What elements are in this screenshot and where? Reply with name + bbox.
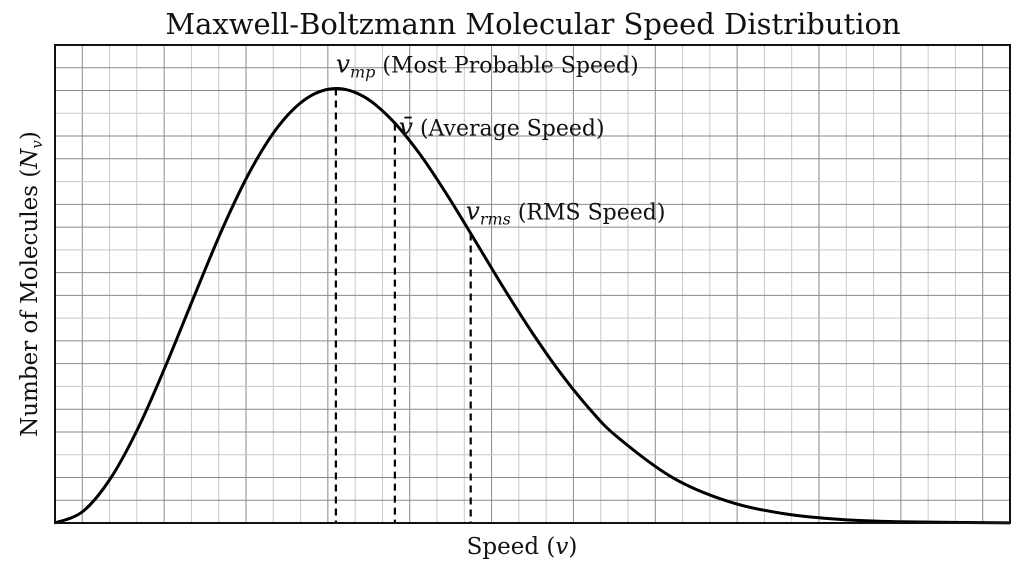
marker-label-rms: vrms (RMS Speed) — [466, 197, 666, 229]
grid — [55, 45, 1010, 523]
chart-title: Maxwell-Boltzmann Molecular Speed Distri… — [165, 7, 900, 41]
marker-symbol: v — [466, 197, 480, 226]
x-axis-label-close: ) — [568, 534, 577, 560]
marker-subscript: rms — [480, 210, 511, 229]
y-axis-label: Number of Molecules (Nv) — [17, 131, 46, 437]
speed-markers: vmp (Most Probable Speed)v̄ (Average Spe… — [334, 49, 666, 523]
y-axis-label-sub: v — [28, 140, 46, 149]
marker-text: (Average Speed) — [413, 117, 605, 142]
marker-text: (RMS Speed) — [511, 201, 666, 226]
y-axis-label-text: Number of Molecules ( — [17, 169, 43, 437]
y-axis-label-close: ) — [17, 131, 43, 140]
marker-subscript: mp — [350, 62, 375, 81]
marker-symbol: v — [336, 49, 350, 78]
marker-label-avg: v̄ (Average Speed) — [399, 113, 605, 142]
distribution-curve — [54, 86, 1011, 525]
x-axis-label-text: Speed ( — [467, 534, 556, 560]
marker-label-mp: vmp (Most Probable Speed) — [336, 49, 639, 81]
marker-symbol: v̄ — [399, 113, 413, 142]
y-axis-label-var: N — [17, 148, 43, 170]
x-axis-label: Speed (v) — [467, 534, 578, 560]
x-axis-label-var: v — [555, 534, 568, 560]
marker-text: (Most Probable Speed) — [375, 53, 638, 78]
plot-frame — [54, 44, 1011, 524]
